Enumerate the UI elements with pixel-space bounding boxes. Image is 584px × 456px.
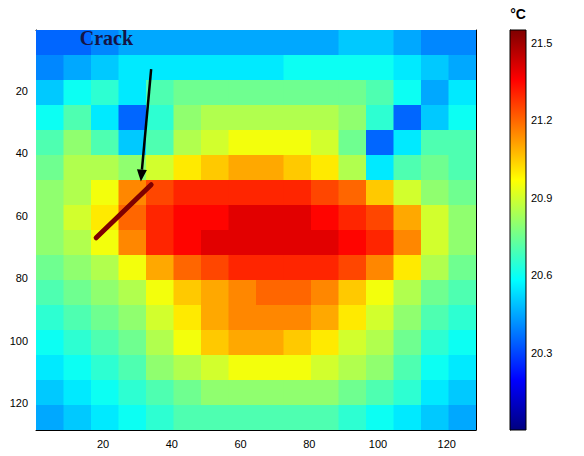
svg-text:80: 80 <box>303 438 315 450</box>
svg-text:60: 60 <box>234 438 246 450</box>
svg-text:21.5: 21.5 <box>531 37 552 49</box>
svg-text:60: 60 <box>16 210 28 222</box>
svg-text:21.2: 21.2 <box>531 114 552 126</box>
svg-text:20.3: 20.3 <box>531 347 552 359</box>
svg-text:40: 40 <box>166 438 178 450</box>
svg-text:80: 80 <box>16 272 28 284</box>
svg-text:40: 40 <box>16 147 28 159</box>
svg-text:120: 120 <box>10 397 28 409</box>
svg-text:120: 120 <box>438 438 456 450</box>
svg-text:100: 100 <box>369 438 387 450</box>
svg-text:Crack: Crack <box>80 27 134 49</box>
svg-text:20.6: 20.6 <box>531 269 552 281</box>
svg-text:100: 100 <box>10 335 28 347</box>
svg-text:°C: °C <box>510 6 526 22</box>
svg-text:20: 20 <box>16 85 28 97</box>
svg-text:20.9: 20.9 <box>531 192 552 204</box>
svg-text:20: 20 <box>97 438 109 450</box>
